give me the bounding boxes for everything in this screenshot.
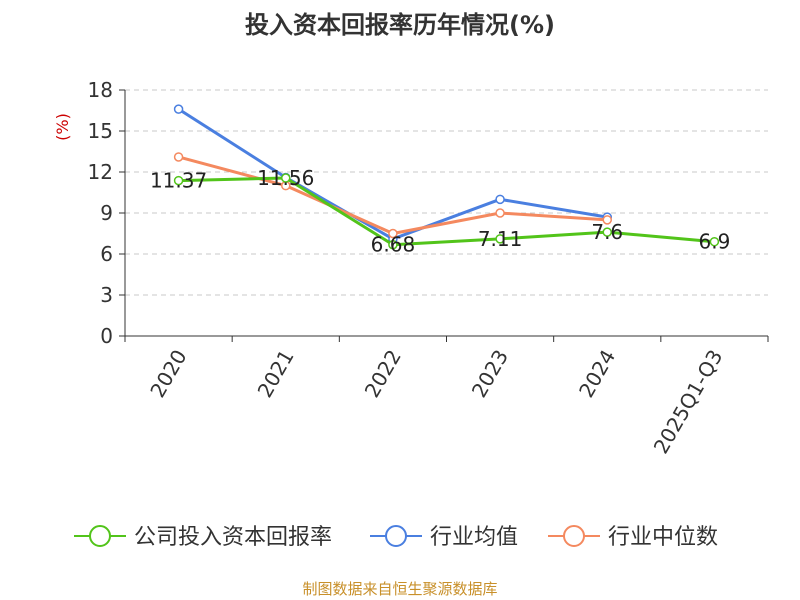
legend-swatch-marker xyxy=(385,525,407,547)
grid-lines xyxy=(125,89,768,296)
y-axis-label: (%) xyxy=(53,113,72,141)
chart-title: 投入资本回报率历年情况(%) xyxy=(245,11,555,39)
data-point xyxy=(602,215,612,225)
data-point xyxy=(495,234,505,244)
data-point xyxy=(388,239,398,250)
data-label: 7.11 xyxy=(478,227,523,251)
x-tick-label: 2023 xyxy=(467,346,513,402)
data-point xyxy=(495,208,505,218)
legend-label: 行业中位数 xyxy=(608,525,718,550)
x-tick-label: 2024 xyxy=(574,346,620,402)
series-line xyxy=(178,176,715,247)
x-tick-label: 2025Q1-Q3 xyxy=(649,346,728,458)
y-tick-label: 3 xyxy=(100,283,113,307)
y-tick-label: 0 xyxy=(100,324,113,348)
series-layer xyxy=(173,104,720,250)
x-tick-label: 2021 xyxy=(253,346,299,402)
data-label: 6.9 xyxy=(699,230,731,254)
axes: 0 3 6 9 12 15 18 2020 2021 2022 2023 2024 2025Q1-Q3 xyxy=(88,78,769,458)
data-label: 11.56 xyxy=(257,166,314,190)
data-label: 6.68 xyxy=(371,233,416,257)
data-label: 7.6 xyxy=(591,220,623,244)
data-point xyxy=(173,175,184,186)
data-point xyxy=(709,236,720,247)
data-point xyxy=(173,152,184,162)
data-point xyxy=(173,104,184,114)
legend-label: 公司投入资本回报率 xyxy=(134,525,332,550)
legend-label: 行业均值 xyxy=(430,525,518,550)
legend-swatch-marker xyxy=(89,525,111,547)
y-tick-label: 6 xyxy=(100,242,113,266)
y-tick-label: 12 xyxy=(88,160,113,184)
x-tick-label: 2022 xyxy=(360,346,406,402)
source-note: 制图数据来自恒生聚源数据库 xyxy=(302,580,497,598)
x-tick-label: 2020 xyxy=(145,346,191,402)
data-point xyxy=(495,194,505,205)
data-point xyxy=(281,173,291,183)
legend: 公司投入资本回报率 行业均值 行业中位数 xyxy=(74,525,718,550)
y-tick-label: 15 xyxy=(88,119,113,143)
y-tick-label: 9 xyxy=(100,201,113,225)
data-label: 11.37 xyxy=(150,169,207,193)
series-line xyxy=(178,155,608,235)
data-labels: 11.37 11.56 6.68 7.11 7.6 6.9 xyxy=(150,166,730,257)
data-point xyxy=(602,227,612,237)
data-point xyxy=(388,228,398,239)
y-tick-label: 18 xyxy=(88,78,113,102)
legend-swatch-marker xyxy=(563,525,585,547)
